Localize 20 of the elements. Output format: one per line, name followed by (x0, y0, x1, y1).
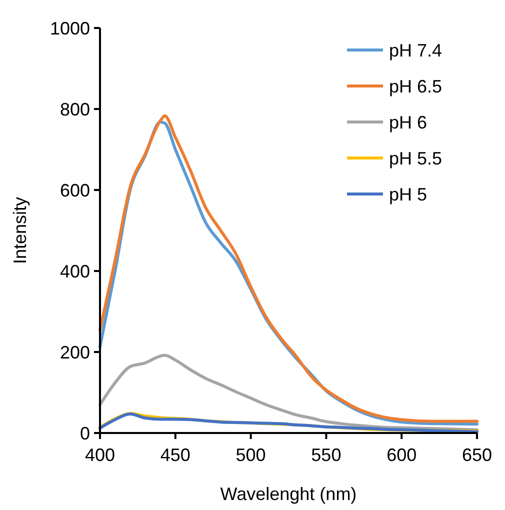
legend-label: pH 5 (389, 184, 428, 204)
x-tick-label: 400 (84, 445, 116, 465)
x-axis-title: Wavelenght (nm) (220, 484, 357, 504)
legend-label: pH 5.5 (389, 148, 442, 168)
y-axis-title: Intensity (10, 196, 30, 264)
y-tick-label: 400 (60, 261, 90, 282)
x-tick-label: 450 (160, 445, 190, 465)
legend-label: pH 7.4 (389, 40, 442, 60)
x-tick-label: 600 (386, 445, 417, 465)
y-tick-label: 1000 (50, 18, 90, 38)
legend-label: pH 6 (389, 112, 428, 132)
y-tick-label: 200 (60, 342, 90, 362)
y-tick-label: 600 (60, 180, 90, 200)
legend-label: pH 6.5 (389, 76, 442, 96)
x-tick-label: 550 (311, 445, 342, 465)
y-tick-label: 800 (60, 99, 90, 120)
y-tick-label: 0 (80, 423, 90, 444)
x-tick-label: 500 (236, 445, 266, 465)
line-series (98, 354, 478, 432)
x-tick-label: 650 (462, 445, 492, 465)
